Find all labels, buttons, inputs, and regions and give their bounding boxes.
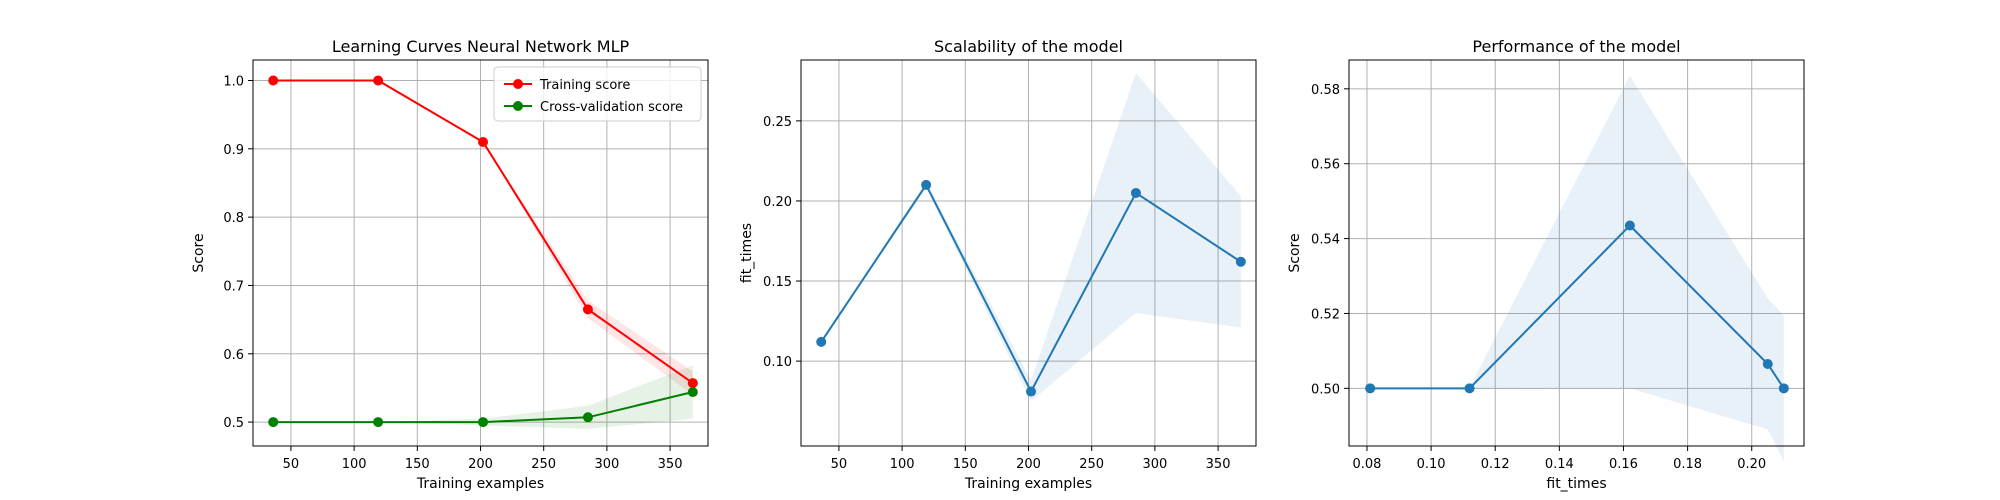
learning-curves-x-tick-label: 150 — [405, 457, 430, 472]
performance-x-tick-label: 0.08 — [1352, 457, 1381, 472]
performance-y-tick-label: 0.52 — [1311, 307, 1340, 322]
performance-x-tick-label: 0.20 — [1737, 457, 1766, 472]
learning-curves-x-tick-label: 250 — [531, 457, 556, 472]
scalability-y-tick-label: 0.25 — [763, 115, 792, 130]
performance-y-tick-label: 0.56 — [1311, 158, 1340, 173]
learning-curves-cross-validation-score-point — [582, 412, 593, 423]
learning-curves-training-score-point — [478, 136, 489, 147]
learning-curves-legend-cross-validation-score-label: Cross-validation score — [540, 100, 683, 115]
learning-curves-x-tick-label: 100 — [342, 457, 367, 472]
scalability-series-point — [1026, 386, 1037, 397]
scalability-x-tick-label: 250 — [1079, 457, 1104, 472]
performance-y-axis-label: Score — [1287, 233, 1303, 272]
learning-curves-x-tick-label: 300 — [594, 457, 619, 472]
learning-curves-cross-validation-score-point — [478, 417, 489, 428]
performance-panel: 0.08 0.10 0.12 0.14 0.16 0.18 0.20 0.50 0.52 0.54… — [1287, 37, 1805, 492]
performance-plot-area: 0.08 0.10 0.12 0.14 0.16 0.18 0.20 0.50 0.52 0.54… — [1311, 59, 1805, 472]
scalability-series-band — [821, 72, 1241, 402]
scalability-y-axis-label: fit_times — [739, 223, 755, 283]
learning-curves-x-tick-label: 350 — [658, 457, 683, 472]
learning-curves-y-tick-label: 0.7 — [223, 279, 244, 294]
performance-title: Performance of the model — [1472, 37, 1680, 56]
performance-y-tick-label: 0.50 — [1311, 382, 1340, 397]
scalability-x-tick-label: 150 — [953, 457, 978, 472]
learning-curves-legend-box — [493, 66, 702, 122]
learning-curves-y-tick-label: 0.9 — [223, 143, 244, 158]
performance-x-tick-label: 0.16 — [1609, 457, 1638, 472]
learning-curves-training-score-point — [268, 75, 279, 86]
scalability-series-point — [816, 336, 827, 347]
learning-curves-y-axis-label: Score — [191, 233, 207, 272]
scalability-series-point — [1235, 256, 1246, 267]
scalability-title: Scalability of the model — [934, 37, 1123, 56]
scalability-x-tick-label: 100 — [890, 457, 915, 472]
performance-x-axis-label: fit_times — [1546, 476, 1606, 492]
performance-x-tick-label: 0.10 — [1417, 457, 1446, 472]
scalability-series-point — [921, 179, 932, 190]
performance-series-point — [1624, 220, 1635, 231]
learning-curves-legend-cross-validation-score-marker — [513, 101, 523, 111]
performance-series-point — [1365, 383, 1376, 394]
scalability-x-tick-label: 350 — [1206, 457, 1231, 472]
learning-curves-legend: Training score Cross-validation score — [493, 66, 702, 122]
performance-axes-frame — [1348, 59, 1805, 447]
learning-curves-training-score-point — [687, 378, 698, 389]
learning-curves-training-score-band — [273, 80, 693, 395]
learning-curves-title: Learning Curves Neural Network MLP — [332, 37, 630, 56]
learning-curves-cross-validation-score-point — [373, 417, 384, 428]
scalability-x-axis-label: Training examples — [964, 476, 1092, 492]
performance-series-point — [1464, 383, 1475, 394]
learning-curves-cross-validation-score-point — [268, 417, 279, 428]
performance-x-tick-label: 0.18 — [1673, 457, 1702, 472]
learning-curves-y-tick-label: 1.0 — [223, 74, 244, 89]
performance-x-tick-label: 0.14 — [1545, 457, 1574, 472]
learning-curves-x-tick-label: 50 — [283, 457, 300, 472]
scalability-x-tick-label: 50 — [831, 457, 848, 472]
learning-curves-y-tick-label: 0.5 — [223, 416, 244, 431]
learning-curves-cross-validation-score-point — [687, 387, 698, 398]
performance-series-point — [1778, 383, 1789, 394]
learning-curves-panel: 50 100 150 200 250 300 350 0.5 0.6 0.7 0.8 0.9 1.0 L… — [191, 37, 709, 492]
performance-y-tick-label: 0.58 — [1311, 83, 1340, 98]
learning-curves-training-score-point — [373, 75, 384, 86]
scalability-y-tick-label: 0.15 — [763, 275, 792, 290]
performance-y-tick-label: 0.54 — [1311, 233, 1340, 248]
scalability-plot-area: 50 100 150 200 250 300 350 0.10 0.15 0.20 0.25 — [763, 59, 1257, 472]
performance-series-band — [1370, 75, 1784, 462]
scalability-x-tick-label: 200 — [1016, 457, 1041, 472]
learning-curves-x-tick-label: 200 — [468, 457, 493, 472]
learning-curves-y-tick-label: 0.8 — [223, 211, 244, 226]
scalability-panel: 50 100 150 200 250 300 350 0.10 0.15 0.20 0.25 Sca… — [739, 37, 1257, 492]
scalability-series-point — [1130, 187, 1141, 198]
performance-x-tick-label: 0.12 — [1481, 457, 1510, 472]
learning-curves-legend-training-score-marker — [513, 79, 523, 89]
learning-curves-y-tick-label: 0.6 — [223, 348, 244, 363]
learning-curves-x-axis-label: Training examples — [416, 476, 544, 492]
scalability-x-tick-label: 300 — [1142, 457, 1167, 472]
performance-series-point — [1762, 359, 1773, 370]
scalability-y-tick-label: 0.10 — [763, 355, 792, 370]
learning-curves-legend-training-score-label: Training score — [539, 78, 630, 93]
learning-curves-plot-area: 50 100 150 200 250 300 350 0.5 0.6 0.7 0.8 0.9 1.0 — [223, 59, 709, 472]
scalability-y-tick-label: 0.20 — [763, 195, 792, 210]
learning-curves-training-score-point — [582, 304, 593, 315]
